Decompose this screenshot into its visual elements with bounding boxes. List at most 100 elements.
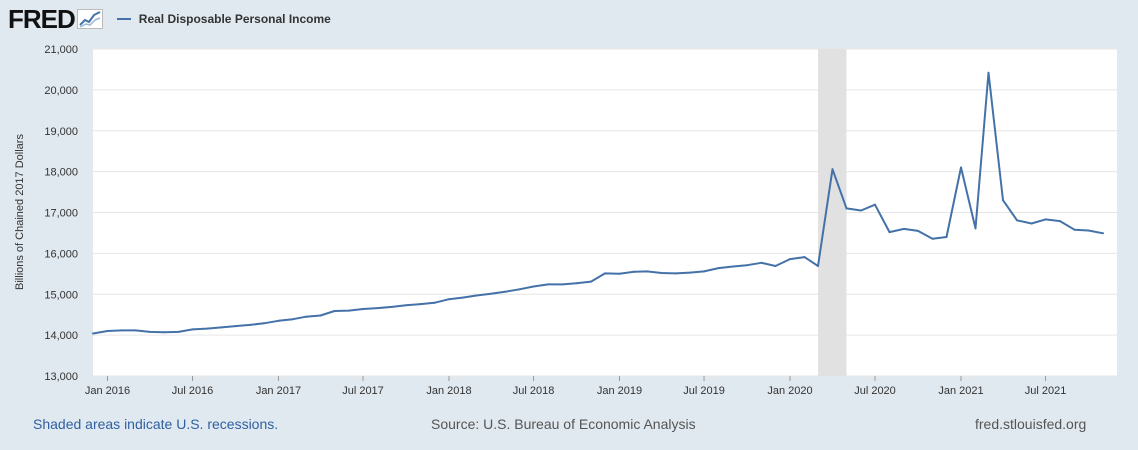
chart-trend-icon	[76, 9, 103, 29]
data-point[interactable]	[646, 270, 648, 273]
data-point[interactable]	[504, 290, 506, 293]
graph-header: FRED Real Disposable Personal Income	[8, 4, 331, 34]
y-tick-label: 18,000	[44, 167, 78, 179]
data-point[interactable]	[1030, 222, 1033, 225]
data-point[interactable]	[448, 298, 450, 301]
data-point[interactable]	[660, 272, 663, 274]
data-point[interactable]	[376, 307, 379, 310]
data-point[interactable]	[717, 267, 720, 270]
data-point[interactable]	[220, 326, 223, 329]
data-point[interactable]	[490, 292, 492, 295]
data-point[interactable]	[732, 265, 734, 268]
data-point[interactable]	[362, 308, 364, 310]
data-point[interactable]	[618, 272, 621, 275]
data-point[interactable]	[405, 304, 407, 307]
y-tick-label: 13,000	[44, 371, 78, 383]
data-point[interactable]	[291, 318, 294, 321]
x-tick-label: Jul 2016	[172, 385, 214, 397]
data-point[interactable]	[305, 315, 307, 318]
data-point[interactable]	[789, 258, 791, 261]
data-point[interactable]	[760, 261, 763, 264]
data-point[interactable]	[1102, 232, 1104, 235]
data-point[interactable]	[1002, 199, 1004, 202]
data-point[interactable]	[419, 303, 422, 306]
data-point[interactable]	[462, 296, 465, 299]
series-lines	[92, 71, 1104, 335]
data-point[interactable]	[234, 325, 237, 328]
chart-legend: Real Disposable Personal Income	[116, 12, 331, 26]
legend-swatch	[116, 18, 131, 20]
fred-logo[interactable]: FRED	[8, 4, 103, 35]
y-tick-label: 21,000	[44, 44, 78, 56]
data-point[interactable]	[817, 265, 819, 267]
data-point[interactable]	[277, 319, 280, 322]
x-tick-label: Jul 2020	[854, 385, 896, 397]
data-point[interactable]	[604, 272, 606, 275]
data-point[interactable]	[689, 271, 691, 274]
data-point[interactable]	[547, 283, 549, 286]
recession-note[interactable]: Shaded areas indicate U.S. recessions.	[33, 416, 279, 432]
data-point[interactable]	[1073, 228, 1076, 231]
data-point[interactable]	[163, 331, 165, 334]
fred-logo-text: FRED	[8, 3, 76, 34]
site-link[interactable]: fred.stlouisfed.org	[975, 416, 1087, 432]
data-point[interactable]	[845, 207, 848, 210]
y-axis-label: Billions of Chained 2017 Dollars	[14, 134, 26, 290]
data-point[interactable]	[191, 328, 194, 331]
data-point[interactable]	[475, 294, 478, 297]
y-tick-label: 19,000	[44, 126, 78, 138]
data-point[interactable]	[518, 288, 521, 291]
data-point[interactable]	[121, 329, 123, 332]
data-point[interactable]	[960, 166, 962, 169]
data-point[interactable]	[1087, 229, 1090, 232]
data-point[interactable]	[333, 310, 336, 312]
data-point[interactable]	[206, 327, 208, 330]
data-point[interactable]	[319, 314, 322, 317]
data-point[interactable]	[561, 283, 564, 286]
y-tick-label: 15,000	[44, 289, 78, 301]
x-tick-label: Jul 2019	[683, 385, 725, 397]
data-point[interactable]	[917, 229, 919, 232]
data-point[interactable]	[803, 256, 806, 259]
data-point[interactable]	[903, 227, 905, 230]
data-point[interactable]	[177, 330, 180, 333]
data-point[interactable]	[888, 231, 891, 234]
y-tick-label: 14,000	[44, 330, 78, 342]
x-tick-label: Jan 2021	[938, 385, 983, 397]
data-point[interactable]	[575, 282, 578, 285]
data-point[interactable]	[633, 270, 635, 273]
data-point[interactable]	[746, 264, 748, 267]
data-point[interactable]	[987, 71, 990, 74]
data-point[interactable]	[1059, 220, 1061, 223]
x-tick-label: Jan 2018	[426, 385, 471, 397]
data-point[interactable]	[106, 330, 109, 332]
x-tick-label: Jan 2020	[767, 385, 812, 397]
data-point[interactable]	[433, 301, 436, 304]
data-point[interactable]	[1044, 218, 1047, 221]
data-point[interactable]	[831, 168, 834, 171]
data-point[interactable]	[590, 280, 592, 283]
data-point[interactable]	[774, 265, 777, 267]
data-point[interactable]	[134, 329, 137, 332]
series-line[interactable]	[92, 71, 1104, 335]
data-point[interactable]	[532, 285, 535, 288]
data-point[interactable]	[860, 209, 862, 212]
legend-label: Real Disposable Personal Income	[138, 12, 331, 26]
data-point[interactable]	[931, 237, 934, 240]
data-point[interactable]	[874, 203, 876, 206]
x-tick-label: Jul 2018	[513, 385, 555, 397]
y-axis-ticks: 13,000 14,000 15,000 16,000 17,000 18,000 19,0…	[44, 44, 78, 383]
data-point[interactable]	[674, 272, 677, 275]
data-point[interactable]	[348, 309, 350, 312]
source-note: Source: U.S. Bureau of Economic Analysis	[431, 416, 696, 432]
data-point[interactable]	[945, 236, 948, 238]
data-point[interactable]	[92, 332, 94, 335]
data-point[interactable]	[149, 330, 151, 333]
data-point[interactable]	[703, 270, 705, 273]
data-point[interactable]	[263, 322, 265, 325]
data-point[interactable]	[391, 305, 393, 308]
data-point[interactable]	[1016, 219, 1018, 222]
data-point[interactable]	[249, 323, 251, 326]
data-point[interactable]	[974, 227, 977, 230]
